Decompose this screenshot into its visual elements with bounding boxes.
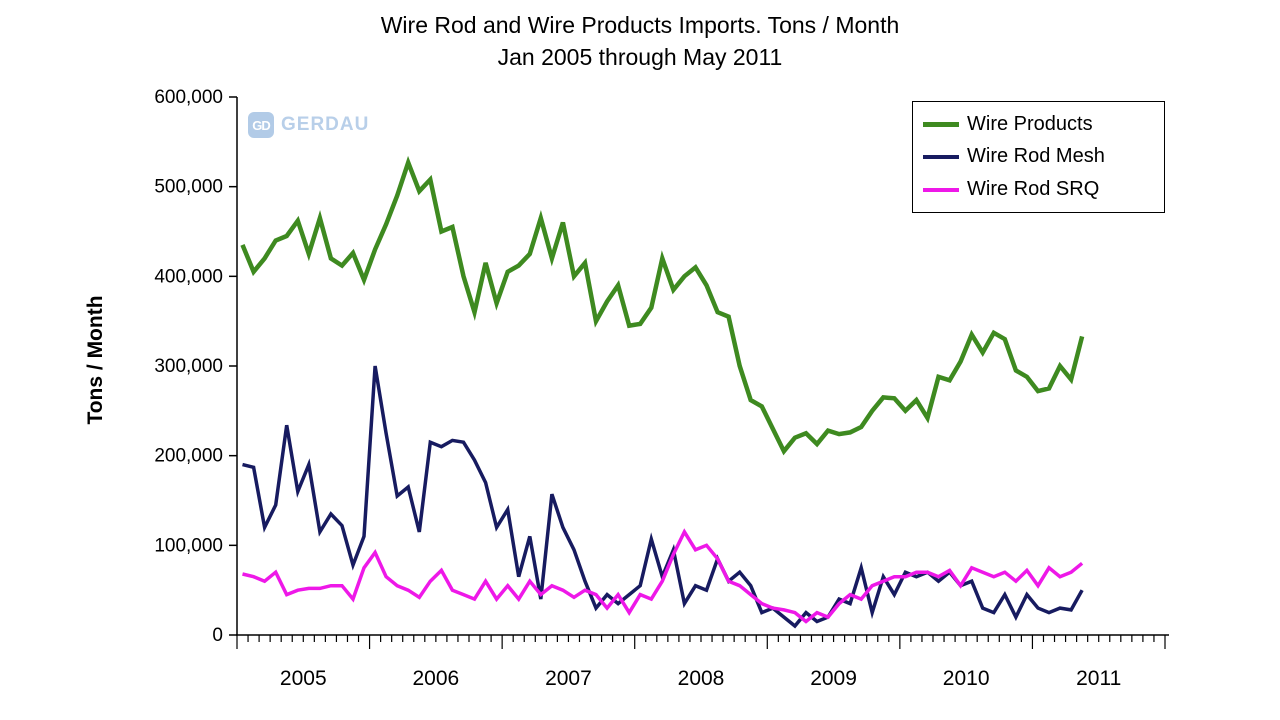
x-year-label: 2009 [810, 667, 857, 690]
gerdau-icon: GD [248, 112, 274, 138]
legend-line-swatch-wire-products [923, 121, 959, 127]
y-tick-label: 100,000 [154, 535, 223, 556]
legend-label-wire-products: Wire Products [967, 112, 1093, 135]
legend-label-wire-rod-mesh: Wire Rod Mesh [967, 145, 1105, 168]
legend-line-swatch-wire-rod-srq [923, 187, 959, 192]
y-tick-label: 600,000 [154, 87, 223, 108]
y-tick-label: 200,000 [154, 446, 223, 467]
series-line-wire-products [240, 155, 1085, 456]
legend-label-wire-rod-srq: Wire Rod SRQ [967, 178, 1100, 201]
legend-line-swatch-wire-rod-mesh [923, 154, 959, 159]
gerdau-wordmark: GERDAU [281, 114, 370, 135]
series-line-wire-rod-mesh [242, 365, 1084, 629]
x-year-label: 2010 [943, 667, 990, 690]
chart-title-line1: Wire Rod and Wire Products Imports. Tons… [380, 12, 900, 38]
legend-box: Wire Products Wire Rod Mesh Wire Rod SRQ [912, 101, 1165, 213]
legend-item-wire-rod-mesh: Wire Rod Mesh [923, 145, 1154, 168]
legend-item-wire-rod-srq: Wire Rod SRQ [923, 178, 1154, 201]
x-year-label: 2005 [280, 667, 327, 690]
legend-item-wire-products: Wire Products [923, 113, 1154, 136]
x-year-label: 2006 [412, 667, 459, 690]
gerdau-logo-watermark: GD GERDAU [248, 112, 369, 138]
y-tick-label: 300,000 [154, 356, 223, 377]
x-year-label: 2011 [1076, 667, 1121, 690]
x-year-label: 2008 [678, 667, 725, 690]
y-tick-label: 400,000 [154, 266, 223, 287]
series-line-wire-rod-srq [242, 528, 1084, 624]
chart-title-line2: Jan 2005 through May 2011 [497, 44, 783, 70]
y-tick-label: 500,000 [154, 177, 223, 198]
y-tick-label: 0 [212, 625, 223, 646]
x-year-label: 2007 [545, 667, 592, 690]
